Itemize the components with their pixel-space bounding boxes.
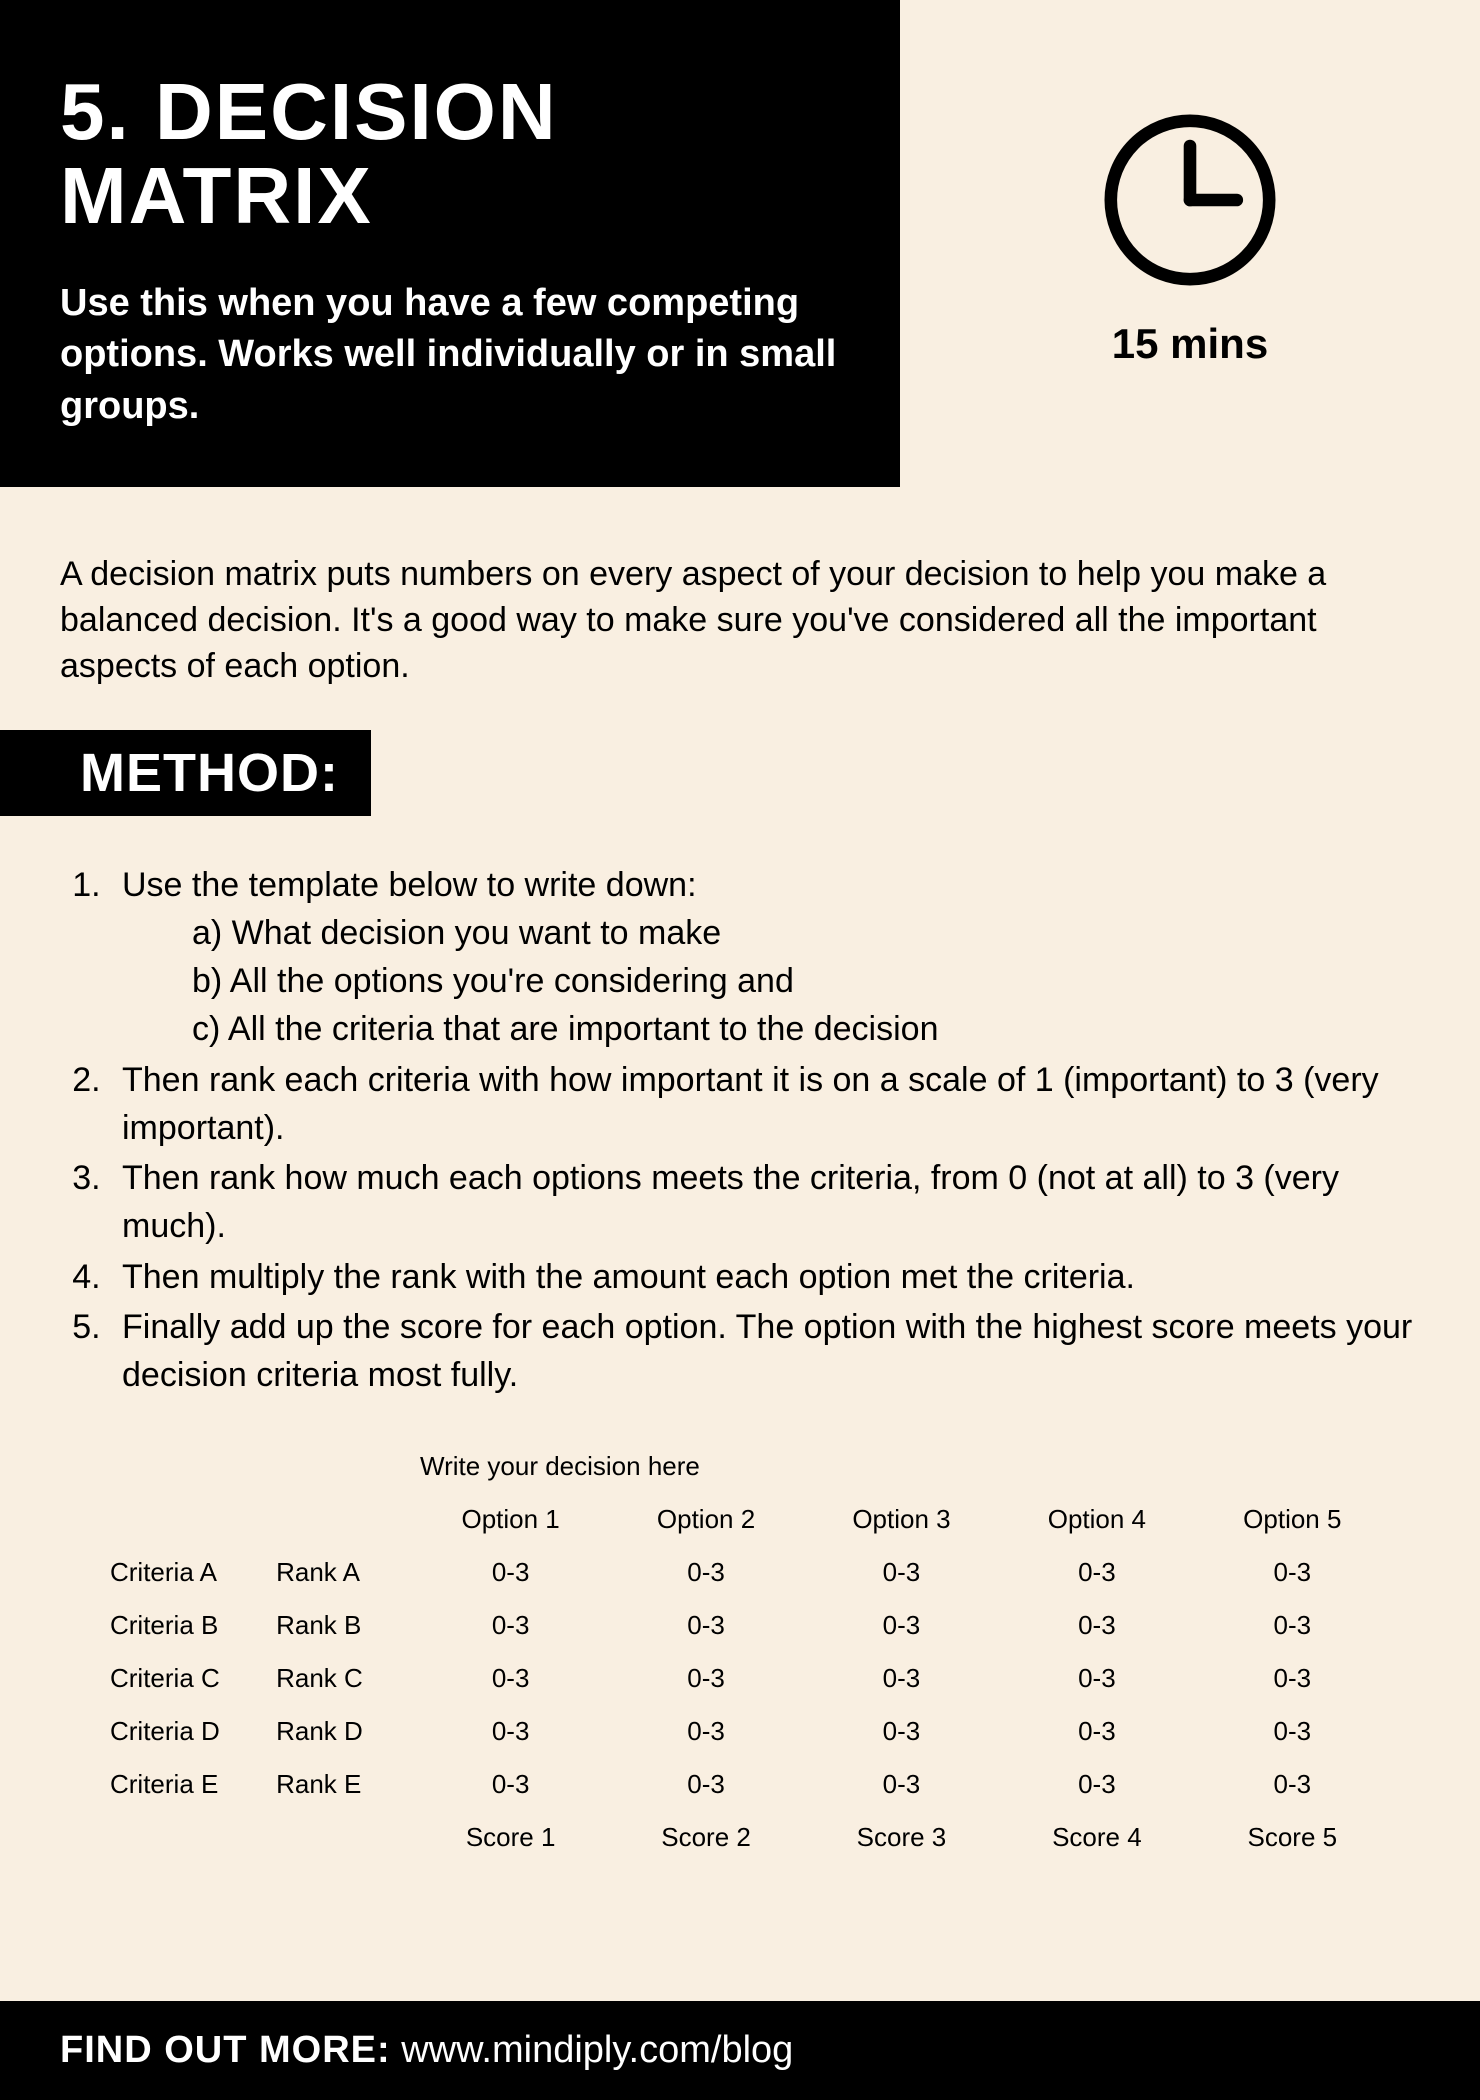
method-step: Finally add up the score for each option… bbox=[110, 1303, 1420, 1400]
option-header: Option 5 bbox=[1195, 1504, 1390, 1535]
step-text: Use the template below to write down: bbox=[122, 866, 697, 904]
score-cell: Score 4 bbox=[999, 1822, 1194, 1853]
value-cell: 0-3 bbox=[413, 1663, 608, 1694]
criteria-cell: Criteria A bbox=[110, 1557, 276, 1588]
value-cell: 0-3 bbox=[804, 1557, 999, 1588]
value-cell: 0-3 bbox=[804, 1663, 999, 1694]
title-line-1: 5. DECISION bbox=[60, 67, 558, 156]
criteria-cell: Criteria D bbox=[110, 1716, 276, 1747]
value-cell: 0-3 bbox=[999, 1663, 1194, 1694]
table-header-row: Option 1 Option 2 Option 3 Option 4 Opti… bbox=[110, 1504, 1390, 1535]
time-block: 15 mins bbox=[900, 0, 1480, 368]
footer-label: FIND OUT MORE: bbox=[60, 2029, 391, 2071]
score-cell: Score 3 bbox=[804, 1822, 999, 1853]
time-label: 15 mins bbox=[1112, 320, 1268, 368]
title-block: 5. DECISION MATRIX Use this when you hav… bbox=[0, 0, 900, 487]
method-step: Then rank how much each options meets th… bbox=[110, 1154, 1420, 1251]
option-header: Option 1 bbox=[413, 1504, 608, 1535]
value-cell: 0-3 bbox=[1195, 1769, 1390, 1800]
table-row: Criteria ARank A0-30-30-30-30-3 bbox=[110, 1557, 1390, 1588]
method-heading: METHOD: bbox=[0, 730, 371, 816]
rank-cell: Rank B bbox=[276, 1610, 413, 1641]
rank-cell: Rank A bbox=[276, 1557, 413, 1588]
sub-item: b) All the options you're considering an… bbox=[192, 957, 1420, 1005]
method-step: Then rank each criteria with how importa… bbox=[110, 1056, 1420, 1153]
page-title: 5. DECISION MATRIX bbox=[60, 70, 840, 238]
value-cell: 0-3 bbox=[804, 1716, 999, 1747]
table-score-row: Score 1 Score 2 Score 3 Score 4 Score 5 bbox=[110, 1822, 1390, 1853]
method-step: Use the template below to write down: a)… bbox=[110, 861, 1420, 1054]
footer: FIND OUT MORE: www.mindiply.com/blog bbox=[0, 2001, 1480, 2100]
value-cell: 0-3 bbox=[608, 1610, 803, 1641]
value-cell: 0-3 bbox=[413, 1769, 608, 1800]
title-line-2: MATRIX bbox=[60, 151, 373, 240]
value-cell: 0-3 bbox=[999, 1557, 1194, 1588]
value-cell: 0-3 bbox=[608, 1557, 803, 1588]
rank-cell: Rank C bbox=[276, 1663, 413, 1694]
footer-url: www.mindiply.com/blog bbox=[401, 2029, 793, 2071]
option-header: Option 3 bbox=[804, 1504, 999, 1535]
value-cell: 0-3 bbox=[999, 1716, 1194, 1747]
value-cell: 0-3 bbox=[999, 1610, 1194, 1641]
value-cell: 0-3 bbox=[1195, 1663, 1390, 1694]
method-list: Use the template below to write down: a)… bbox=[0, 861, 1480, 1400]
rank-cell: Rank E bbox=[276, 1769, 413, 1800]
page-subtitle: Use this when you have a few competing o… bbox=[60, 278, 840, 432]
value-cell: 0-3 bbox=[608, 1716, 803, 1747]
value-cell: 0-3 bbox=[413, 1610, 608, 1641]
table-row: Criteria DRank D0-30-30-30-30-3 bbox=[110, 1716, 1390, 1747]
table-row: Criteria ERank E0-30-30-30-30-3 bbox=[110, 1769, 1390, 1800]
table-row: Criteria CRank C0-30-30-30-30-3 bbox=[110, 1663, 1390, 1694]
option-header: Option 2 bbox=[608, 1504, 803, 1535]
value-cell: 0-3 bbox=[608, 1769, 803, 1800]
table-row: Criteria BRank B0-30-30-30-30-3 bbox=[110, 1610, 1390, 1641]
rank-cell: Rank D bbox=[276, 1716, 413, 1747]
value-cell: 0-3 bbox=[804, 1610, 999, 1641]
decision-matrix-table: Write your decision here Option 1 Option… bbox=[0, 1401, 1480, 1853]
criteria-cell: Criteria C bbox=[110, 1663, 276, 1694]
value-cell: 0-3 bbox=[1195, 1716, 1390, 1747]
method-step: Then multiply the rank with the amount e… bbox=[110, 1253, 1420, 1301]
value-cell: 0-3 bbox=[1195, 1610, 1390, 1641]
value-cell: 0-3 bbox=[608, 1663, 803, 1694]
decision-label: Write your decision here bbox=[110, 1451, 1390, 1482]
option-header: Option 4 bbox=[999, 1504, 1194, 1535]
value-cell: 0-3 bbox=[999, 1769, 1194, 1800]
value-cell: 0-3 bbox=[1195, 1557, 1390, 1588]
criteria-cell: Criteria B bbox=[110, 1610, 276, 1641]
clock-icon bbox=[1100, 110, 1280, 295]
score-cell: Score 5 bbox=[1195, 1822, 1390, 1853]
score-cell: Score 2 bbox=[608, 1822, 803, 1853]
criteria-cell: Criteria E bbox=[110, 1769, 276, 1800]
value-cell: 0-3 bbox=[413, 1716, 608, 1747]
value-cell: 0-3 bbox=[804, 1769, 999, 1800]
score-cell: Score 1 bbox=[413, 1822, 608, 1853]
sub-item: c) All the criteria that are important t… bbox=[192, 1005, 1420, 1053]
header-row: 5. DECISION MATRIX Use this when you hav… bbox=[0, 0, 1480, 487]
sub-item: a) What decision you want to make bbox=[192, 909, 1420, 957]
intro-text: A decision matrix puts numbers on every … bbox=[0, 487, 1480, 730]
value-cell: 0-3 bbox=[413, 1557, 608, 1588]
method-sublist: a) What decision you want to make b) All… bbox=[122, 909, 1420, 1054]
